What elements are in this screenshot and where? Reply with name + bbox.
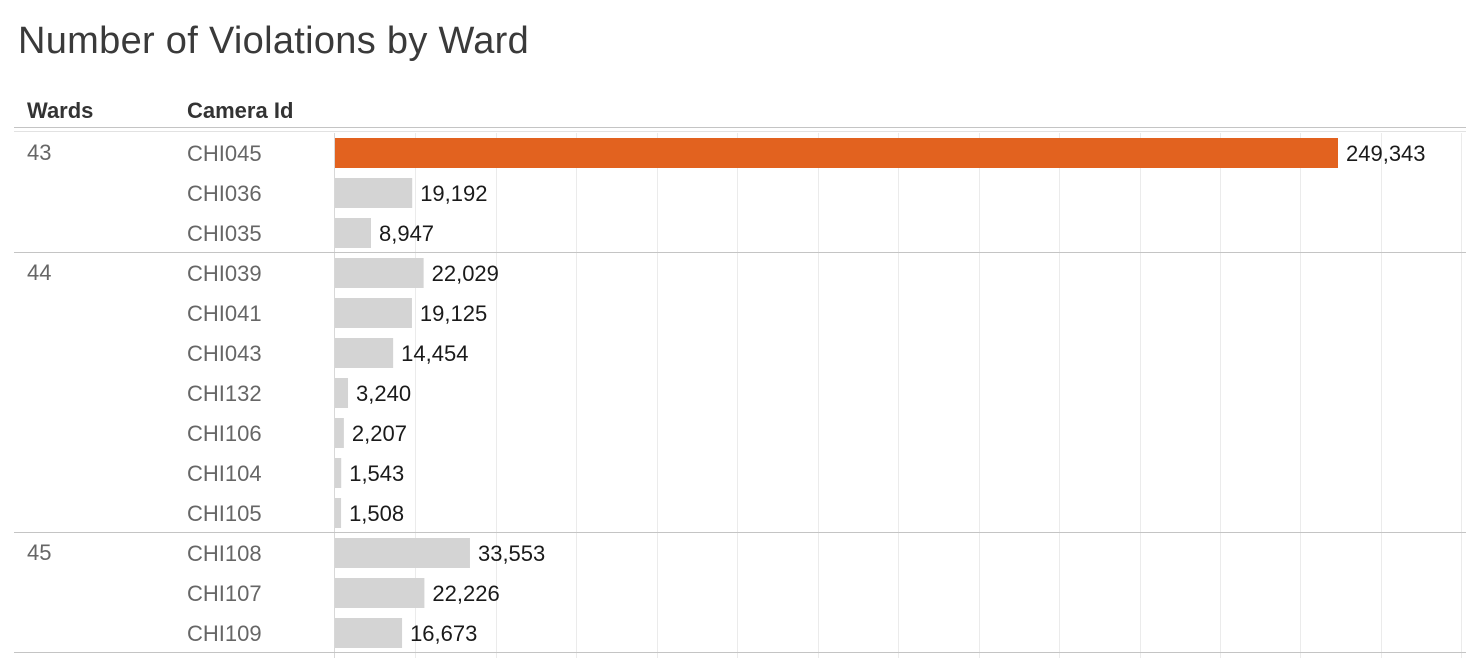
value-label-CHI035: 8,947 [379, 221, 434, 246]
camera-label-CHI041: CHI041 [187, 301, 262, 326]
value-label-CHI105: 1,508 [349, 501, 404, 526]
bar-CHI045 [335, 138, 1338, 168]
bar-CHI106 [335, 418, 344, 448]
camera-label-CHI132: CHI132 [187, 381, 262, 406]
camera-label-CHI105: CHI105 [187, 501, 262, 526]
bar-CHI108 [335, 538, 470, 568]
camera-label-CHI107: CHI107 [187, 581, 262, 606]
bar-CHI107 [335, 578, 425, 608]
value-label-CHI039: 22,029 [432, 261, 499, 286]
camera-label-CHI045: CHI045 [187, 141, 262, 166]
value-label-CHI036: 19,192 [420, 181, 487, 206]
wards-column-header: Wards [27, 98, 94, 123]
camera-label-CHI043: CHI043 [187, 341, 262, 366]
camera-label-CHI106: CHI106 [187, 421, 262, 446]
value-label-CHI043: 14,454 [401, 341, 468, 366]
ward-label-45: 45 [27, 540, 51, 565]
camera-label-CHI109: CHI109 [187, 621, 262, 646]
bar-CHI109 [335, 618, 403, 648]
camera-label-CHI036: CHI036 [187, 181, 262, 206]
camera-label-CHI108: CHI108 [187, 541, 262, 566]
value-label-CHI132: 3,240 [356, 381, 411, 406]
camera-label-CHI039: CHI039 [187, 261, 262, 286]
bar-CHI105 [335, 498, 342, 528]
value-label-CHI106: 2,207 [352, 421, 407, 446]
bar-CHI041 [335, 298, 412, 328]
value-label-CHI045: 249,343 [1346, 141, 1426, 166]
ward-label-44: 44 [27, 260, 51, 285]
bar-CHI035 [335, 218, 371, 248]
camera-id-column-header: Camera Id [187, 98, 294, 123]
bar-CHI043 [335, 338, 394, 368]
bar-CHI104 [335, 458, 342, 488]
camera-label-CHI104: CHI104 [187, 461, 262, 486]
value-label-CHI109: 16,673 [410, 621, 477, 646]
bar-CHI132 [335, 378, 349, 408]
bar-CHI036 [335, 178, 413, 208]
value-label-CHI108: 33,553 [478, 541, 545, 566]
camera-label-CHI035: CHI035 [187, 221, 262, 246]
value-label-CHI107: 22,226 [432, 581, 499, 606]
value-label-CHI041: 19,125 [420, 301, 487, 326]
value-label-CHI104: 1,543 [349, 461, 404, 486]
bar-CHI039 [335, 258, 424, 288]
ward-label-43: 43 [27, 140, 51, 165]
chart-title: Number of Violations by Ward [18, 20, 530, 62]
